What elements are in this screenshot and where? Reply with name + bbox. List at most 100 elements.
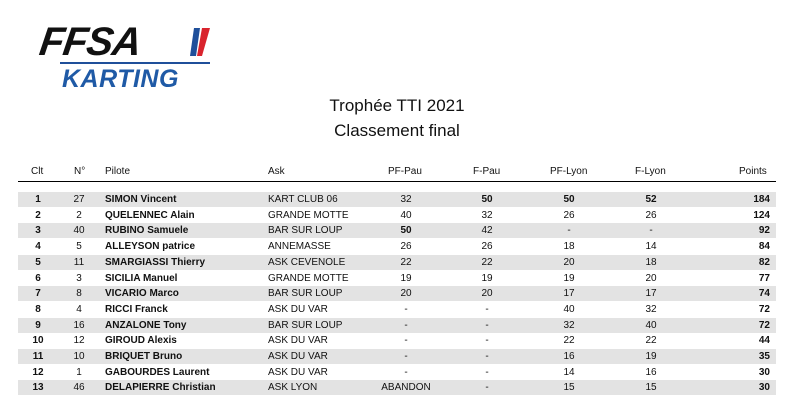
cell-pilote: GIROUD Alexis bbox=[105, 335, 177, 347]
cell-points: 77 bbox=[758, 272, 770, 284]
cell-f-pau: 50 bbox=[481, 194, 493, 205]
table-row: 3 40 RUBINO Samuele BAR SUR LOUP 50 42 - - 92 bbox=[18, 223, 776, 239]
header-num: N° bbox=[74, 166, 86, 177]
cell-pf-pau: 50 bbox=[400, 225, 412, 237]
header-divider bbox=[18, 181, 776, 182]
cell-pf-lyon: 40 bbox=[563, 303, 575, 315]
cell-points: 124 bbox=[753, 209, 770, 221]
cell-f-pau: 19 bbox=[481, 272, 493, 284]
cell-clt: 6 bbox=[35, 272, 41, 284]
cell-clt: 12 bbox=[32, 366, 44, 378]
cell-f-pau: - bbox=[485, 351, 489, 362]
header-clt: Clt bbox=[31, 166, 44, 177]
cell-pf-lyon: 50 bbox=[563, 194, 575, 205]
cell-pf-pau: 20 bbox=[400, 288, 412, 300]
logo-underline bbox=[60, 62, 210, 64]
cell-f-lyon: 26 bbox=[645, 209, 657, 221]
cell-points: 82 bbox=[758, 256, 770, 268]
table-row: 7 8 VICARIO Marco BAR SUR LOUP 20 20 17 17 74 bbox=[18, 286, 776, 302]
cell-clt: 2 bbox=[35, 209, 41, 221]
cell-f-lyon: 17 bbox=[645, 288, 657, 300]
cell-ask: ASK DU VAR bbox=[268, 335, 328, 347]
cell-pf-pau: - bbox=[404, 351, 408, 362]
table-row: 1 27 SIMON Vincent KART CLUB 06 32 50 50 52 184 bbox=[18, 192, 776, 207]
table-row: 11 10 BRIQUET Bruno ASK DU VAR - - 16 19 35 bbox=[18, 349, 776, 364]
cell-clt: 9 bbox=[35, 319, 41, 331]
cell-clt: 1 bbox=[35, 194, 41, 205]
table-row: 12 1 GABOURDES Laurent ASK DU VAR - - 14 16 30 bbox=[18, 365, 776, 380]
cell-points: 35 bbox=[758, 351, 770, 362]
cell-ask: ASK CEVENOLE bbox=[268, 256, 346, 268]
cell-pilote: RUBINO Samuele bbox=[105, 225, 189, 237]
header-points: Points bbox=[739, 166, 767, 177]
logo-flag-icon bbox=[190, 28, 210, 56]
cell-num: 16 bbox=[73, 319, 85, 331]
cell-points: 74 bbox=[758, 288, 770, 300]
cell-pilote: QUELENNEC Alain bbox=[105, 209, 195, 221]
cell-pf-lyon: 15 bbox=[563, 382, 575, 394]
cell-f-lyon: 32 bbox=[645, 303, 657, 315]
cell-pilote: SMARGIASSI Thierry bbox=[105, 256, 206, 268]
cell-pf-pau: 26 bbox=[400, 241, 412, 253]
cell-num: 27 bbox=[73, 194, 85, 205]
page-title: Trophée TTI 2021 bbox=[329, 96, 465, 115]
cell-pf-lyon: 22 bbox=[563, 335, 575, 347]
cell-pf-pau: 32 bbox=[400, 194, 412, 205]
cell-ask: BAR SUR LOUP bbox=[268, 319, 343, 331]
table-row: 2 2 QUELENNEC Alain GRANDE MOTTE 40 32 26 26 124 bbox=[18, 208, 776, 223]
cell-num: 11 bbox=[73, 256, 85, 268]
cell-f-pau: - bbox=[485, 382, 489, 394]
cell-f-pau: 42 bbox=[481, 225, 493, 237]
table-row: 8 4 RICCI Franck ASK DU VAR - - 40 32 72 bbox=[18, 302, 776, 317]
cell-f-lyon: 22 bbox=[645, 335, 657, 347]
cell-pf-lyon: 16 bbox=[563, 351, 575, 362]
cell-f-lyon: 16 bbox=[645, 366, 657, 378]
header-pf-pau: PF-Pau bbox=[388, 166, 422, 177]
cell-pf-pau: 22 bbox=[400, 256, 412, 268]
cell-points: 72 bbox=[758, 319, 770, 331]
cell-ask: BAR SUR LOUP bbox=[268, 288, 343, 300]
header-f-pau: F-Pau bbox=[473, 166, 501, 177]
cell-f-pau: 26 bbox=[481, 241, 493, 253]
cell-num: 46 bbox=[73, 382, 85, 394]
cell-pilote: SIMON Vincent bbox=[105, 194, 177, 205]
cell-f-lyon: 14 bbox=[645, 241, 657, 253]
cell-f-lyon: 15 bbox=[645, 382, 657, 394]
cell-pf-pau: - bbox=[404, 335, 408, 347]
table-row: 13 46 DELAPIERRE Christian ASK LYON ABANDON -… bbox=[18, 380, 776, 396]
cell-clt: 11 bbox=[32, 351, 44, 362]
cell-ask: ASK DU VAR bbox=[268, 303, 328, 315]
ffsa-karting-logo: FFSA KARTING bbox=[37, 20, 220, 93]
cell-pf-pau: - bbox=[404, 303, 408, 315]
cell-pf-lyon: 18 bbox=[563, 241, 575, 253]
cell-clt: 7 bbox=[35, 288, 41, 300]
cell-points: 30 bbox=[758, 366, 770, 378]
cell-num: 8 bbox=[76, 288, 82, 300]
cell-pf-lyon: 14 bbox=[563, 366, 575, 378]
cell-num: 10 bbox=[73, 351, 85, 362]
cell-pf-lyon: 32 bbox=[563, 319, 575, 331]
cell-num: 5 bbox=[76, 241, 82, 253]
cell-f-pau: - bbox=[485, 335, 489, 347]
header-ask: Ask bbox=[268, 166, 285, 177]
cell-f-pau: 20 bbox=[481, 288, 493, 300]
cell-clt: 4 bbox=[35, 241, 41, 253]
cell-pf-pau: 40 bbox=[400, 209, 412, 221]
cell-points: 92 bbox=[758, 225, 770, 237]
cell-points: 84 bbox=[758, 241, 770, 253]
cell-points: 72 bbox=[758, 303, 770, 315]
table-row: 10 12 GIROUD Alexis ASK DU VAR - - 22 22 44 bbox=[18, 333, 776, 348]
cell-num: 3 bbox=[76, 272, 82, 284]
cell-clt: 13 bbox=[32, 382, 44, 394]
cell-pf-lyon: 19 bbox=[563, 272, 575, 284]
cell-f-pau: 32 bbox=[481, 209, 493, 221]
cell-num: 4 bbox=[76, 303, 82, 315]
cell-points: 184 bbox=[753, 194, 770, 205]
table-row: 9 16 ANZALONE Tony BAR SUR LOUP - - 32 40 72 bbox=[18, 317, 776, 333]
cell-pilote: ANZALONE Tony bbox=[105, 319, 187, 331]
cell-f-lyon: - bbox=[649, 225, 653, 237]
cell-pilote: VICARIO Marco bbox=[105, 288, 179, 300]
cell-num: 12 bbox=[73, 335, 85, 347]
cell-ask: ASK LYON bbox=[268, 382, 318, 394]
cell-clt: 8 bbox=[35, 303, 41, 315]
